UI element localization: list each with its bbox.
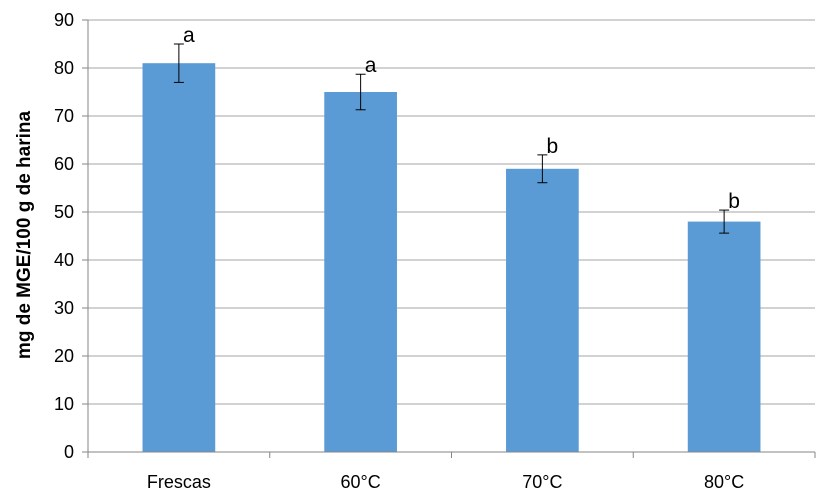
x-tick-label: 70°C bbox=[522, 472, 562, 492]
bars bbox=[142, 63, 761, 453]
bar-3 bbox=[506, 168, 579, 453]
x-tick-label: 60°C bbox=[341, 472, 381, 492]
y-tick-label: 50 bbox=[54, 202, 74, 222]
bar-1 bbox=[142, 63, 216, 452]
y-tick-label: 30 bbox=[54, 298, 74, 318]
significance-label: a bbox=[183, 24, 195, 47]
axes bbox=[82, 19, 816, 458]
y-tick-label: 40 bbox=[54, 250, 74, 270]
x-tick-label: Frescas bbox=[147, 472, 211, 492]
y-tick-labels: 0 10 20 30 40 50 60 70 80 90 bbox=[54, 10, 74, 462]
significance-label: a bbox=[365, 54, 377, 77]
y-tick-label: 80 bbox=[54, 58, 74, 78]
significance-labels: a a b b bbox=[183, 24, 740, 213]
bar-4 bbox=[687, 221, 761, 452]
y-tick-label: 70 bbox=[54, 106, 74, 126]
y-tick-label: 90 bbox=[54, 10, 74, 30]
y-tick-label: 20 bbox=[54, 346, 74, 366]
bar-2 bbox=[324, 92, 397, 452]
y-tick-label: 60 bbox=[54, 154, 74, 174]
x-tick-label: 80°C bbox=[704, 472, 744, 492]
significance-label: b bbox=[728, 190, 740, 213]
y-tick-label: 10 bbox=[54, 394, 74, 414]
x-tick-labels: Frescas 60°C 70°C 80°C bbox=[147, 472, 744, 492]
y-axis-title: mg de MGE/100 g de harina bbox=[14, 111, 35, 360]
significance-label: b bbox=[547, 135, 559, 158]
y-tick-label: 0 bbox=[64, 442, 74, 462]
error-bars bbox=[173, 43, 730, 234]
